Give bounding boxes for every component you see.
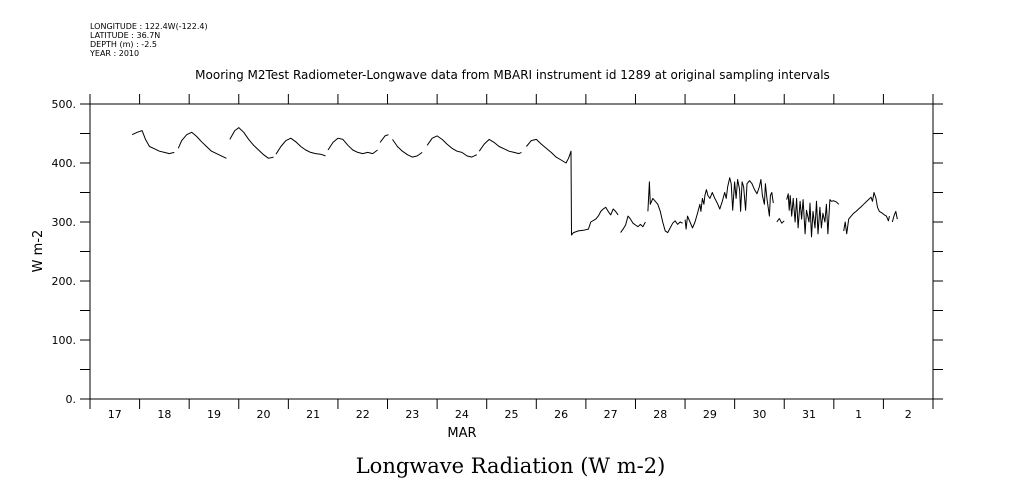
data-line-segment: [684, 177, 774, 230]
year-label: YEAR : 2010: [90, 49, 140, 58]
data-line-segment: [379, 134, 389, 143]
x-tick-label: 25: [505, 408, 519, 421]
chart-title-wrapper: Mooring M2Test Radiometer-Longwave data …: [0, 68, 1009, 82]
caption-wrapper: Longwave Radiation (W m-2): [0, 454, 1009, 478]
y-tick-label: 0.: [66, 393, 77, 406]
y-tick-label: 300.: [52, 216, 77, 229]
data-line-segment: [526, 138, 619, 236]
data-line-segment: [131, 130, 175, 155]
latitude-label: LATITUDE : 36.7N: [90, 31, 161, 40]
x-tick-label: 21: [306, 408, 320, 421]
data-line-segment: [843, 192, 890, 235]
data-line-segment: [478, 138, 522, 155]
x-tick-label: 28: [653, 408, 667, 421]
x-tick-label: 22: [356, 408, 370, 421]
y-tick-label: 500.: [52, 98, 77, 111]
x-tick-label: 27: [604, 408, 618, 421]
x-axis-label: MAR: [447, 426, 476, 441]
data-line-segment: [620, 215, 646, 233]
x-tick-label: 31: [802, 408, 816, 421]
data-line-segment: [229, 127, 274, 159]
chart-caption: Longwave Radiation (W m-2): [355, 454, 666, 478]
data-line-segment: [891, 210, 898, 223]
y-tick-label: 100.: [52, 334, 77, 347]
y-tick-label: 400.: [52, 157, 77, 170]
x-tick-label: 17: [108, 408, 122, 421]
data-line-segment: [327, 137, 378, 155]
y-axis-label: W m-2: [31, 230, 46, 273]
data-line-segment: [647, 181, 683, 234]
plot-frame: [89, 103, 934, 400]
x-tick-label: 26: [554, 408, 568, 421]
data-line-segment: [275, 137, 326, 157]
x-tick-label: 30: [752, 408, 766, 421]
y-tick-label: 200.: [52, 275, 77, 288]
x-tick-label: 2: [905, 408, 912, 421]
chart-title: Mooring M2Test Radiometer-Longwave data …: [195, 68, 830, 82]
data-line-segment: [392, 139, 423, 158]
x-tick-label: 19: [207, 408, 221, 421]
x-tick-label: 18: [157, 408, 171, 421]
data-line-segment: [426, 135, 478, 158]
data-line-segment: [776, 218, 785, 224]
depth-label: DEPTH (m) : -2.5: [90, 40, 157, 49]
x-tick-label: 20: [257, 408, 271, 421]
longitude-label: LONGITUDE : 122.4W(-122.4): [90, 22, 208, 31]
header-metadata: LONGITUDE : 122.4W(-122.4) LATITUDE : 36…: [90, 22, 208, 58]
data-line-segment: [786, 193, 840, 238]
data-line-segment: [177, 131, 227, 159]
x-tick-label: 29: [703, 408, 717, 421]
x-tick-label: 23: [405, 408, 419, 421]
x-tick-label: 1: [855, 408, 862, 421]
x-tick-label: 24: [455, 408, 469, 421]
